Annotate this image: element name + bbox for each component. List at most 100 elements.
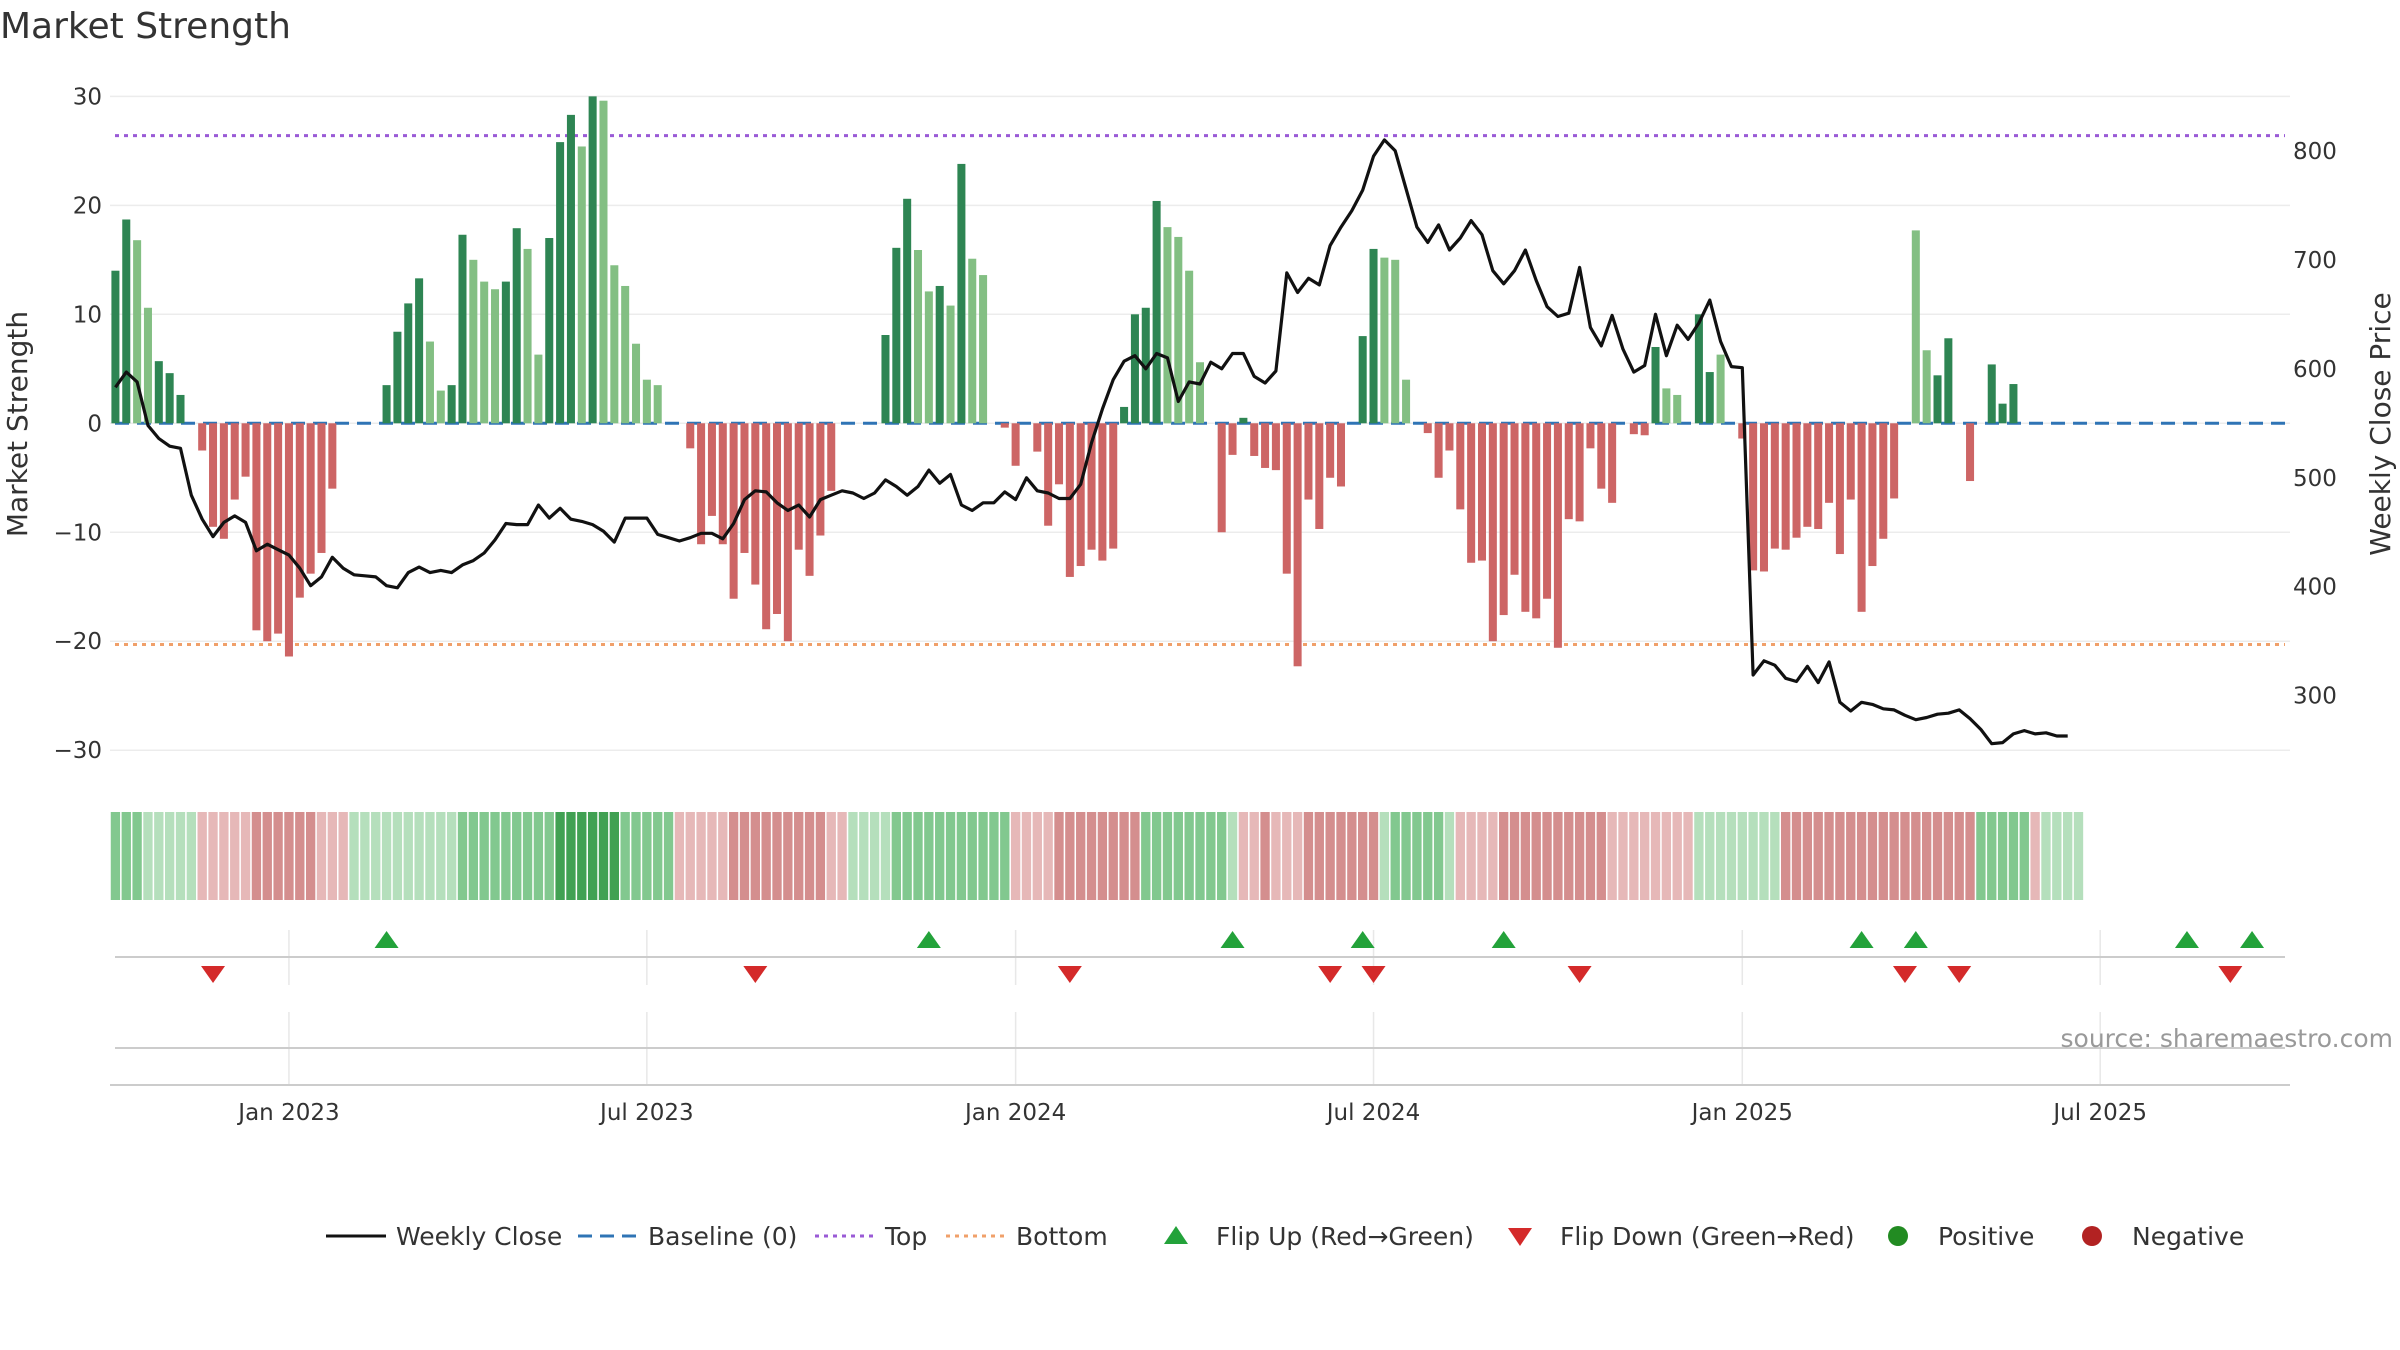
heat-cell: [1759, 812, 1769, 900]
heat-cell: [2062, 812, 2073, 900]
strength-bar: [1217, 423, 1226, 533]
left-tick-label: −30: [53, 738, 102, 764]
heat-cell: [295, 812, 305, 900]
heat-cell: [1086, 812, 1097, 900]
heat-cell: [1130, 812, 1140, 900]
strength-bar: [1326, 423, 1335, 478]
heat-cell: [360, 812, 370, 900]
strength-bar: [751, 423, 760, 585]
strength-bar: [1998, 403, 2007, 424]
flip-down-marker: [1361, 966, 1386, 983]
heat-cell: [587, 812, 598, 900]
heat-cell: [989, 812, 999, 900]
heat-cell: [164, 812, 175, 900]
flip-up-marker: [374, 931, 399, 948]
strength-bar: [1391, 259, 1400, 424]
heat-cell: [1390, 812, 1400, 900]
heat-cell: [1661, 812, 1672, 900]
heat-cell: [1433, 812, 1444, 900]
strength-bar: [1857, 423, 1866, 612]
strength-bar: [252, 423, 261, 631]
legend-label: Flip Up (Red→Green): [1216, 1222, 1474, 1251]
heat-cell: [1325, 812, 1335, 900]
strength-bar: [566, 114, 575, 424]
heat-cell: [620, 812, 630, 900]
strength-bar: [1586, 423, 1595, 449]
strength-bar: [1868, 423, 1877, 567]
strength-bar: [491, 289, 500, 424]
heat-cell: [392, 812, 403, 900]
heat-cell: [1976, 812, 1986, 900]
x-tick-label: Jul 2024: [1325, 1100, 1421, 1126]
heat-cell: [1640, 812, 1650, 900]
heat-cell: [425, 812, 435, 900]
heat-cell: [1076, 812, 1086, 900]
strength-bar: [1120, 406, 1129, 424]
heat-cell: [327, 812, 338, 900]
strength-bar: [382, 385, 391, 424]
x-tick-label: Jul 2023: [598, 1100, 694, 1126]
heat-cell: [1054, 812, 1064, 900]
strength-bar: [1673, 394, 1682, 424]
heat-cell: [1000, 812, 1010, 900]
strength-bar: [165, 373, 174, 424]
strength-bar: [1803, 423, 1812, 527]
heat-cell: [1705, 812, 1715, 900]
strength-bar: [1770, 423, 1779, 549]
heat-cell: [1347, 812, 1357, 900]
strength-bar: [545, 238, 554, 424]
heat-cell: [1032, 812, 1042, 900]
strength-bar: [1467, 423, 1476, 563]
right-tick-label: 300: [2293, 684, 2337, 710]
strength-bar: [1629, 423, 1638, 435]
strength-bar: [707, 423, 716, 516]
heat-cell: [1694, 812, 1704, 900]
strength-bar: [274, 423, 283, 634]
heat-cell: [1141, 812, 1151, 900]
heat-cell: [1021, 812, 1032, 900]
heat-cell: [1715, 812, 1726, 900]
heat-cell: [1585, 812, 1596, 900]
strength-bar: [1564, 423, 1573, 520]
strength-bar: [1966, 423, 1975, 482]
strength-bar: [1380, 257, 1389, 424]
strength-bar: [773, 423, 782, 614]
heat-cell: [1618, 812, 1628, 900]
strength-bar: [1879, 423, 1888, 539]
heat-cell: [197, 812, 207, 900]
strength-bar: [1261, 423, 1270, 468]
strength-bar: [588, 96, 597, 424]
strength-bar: [729, 423, 738, 599]
strength-bar: [447, 385, 456, 424]
strength-bar: [458, 234, 467, 424]
strength-bar: [816, 423, 825, 536]
heat-cell: [1358, 812, 1368, 900]
right-tick-label: 400: [2293, 575, 2337, 601]
heat-cell: [1065, 812, 1075, 900]
heat-cell: [653, 812, 663, 900]
strength-bar: [1141, 307, 1150, 424]
heat-cell: [544, 812, 554, 900]
strength-bar: [1716, 354, 1725, 424]
flip-up-marker: [2174, 931, 2199, 948]
heat-cell: [1672, 812, 1682, 900]
strength-bar: [480, 281, 489, 424]
heat-cell: [566, 812, 576, 900]
strength-bar: [122, 219, 131, 424]
heat-cell: [772, 812, 782, 900]
legend-swatch-flip-up: [1164, 1226, 1188, 1244]
strength-bar: [295, 423, 304, 598]
strength-bar: [328, 423, 337, 489]
heat-cell: [479, 812, 489, 900]
close-line-group: [114, 138, 2068, 746]
flip-up-marker: [1220, 931, 1245, 948]
strength-bar: [230, 423, 239, 500]
heat-cell: [143, 812, 153, 900]
flip-up-marker: [916, 931, 941, 948]
strength-bar: [957, 163, 966, 424]
strength-bar: [632, 343, 641, 424]
heat-cell: [1444, 812, 1455, 900]
strength-bar: [1152, 200, 1161, 424]
heat-cell: [1900, 812, 1910, 900]
heat-cell: [1770, 812, 1780, 900]
